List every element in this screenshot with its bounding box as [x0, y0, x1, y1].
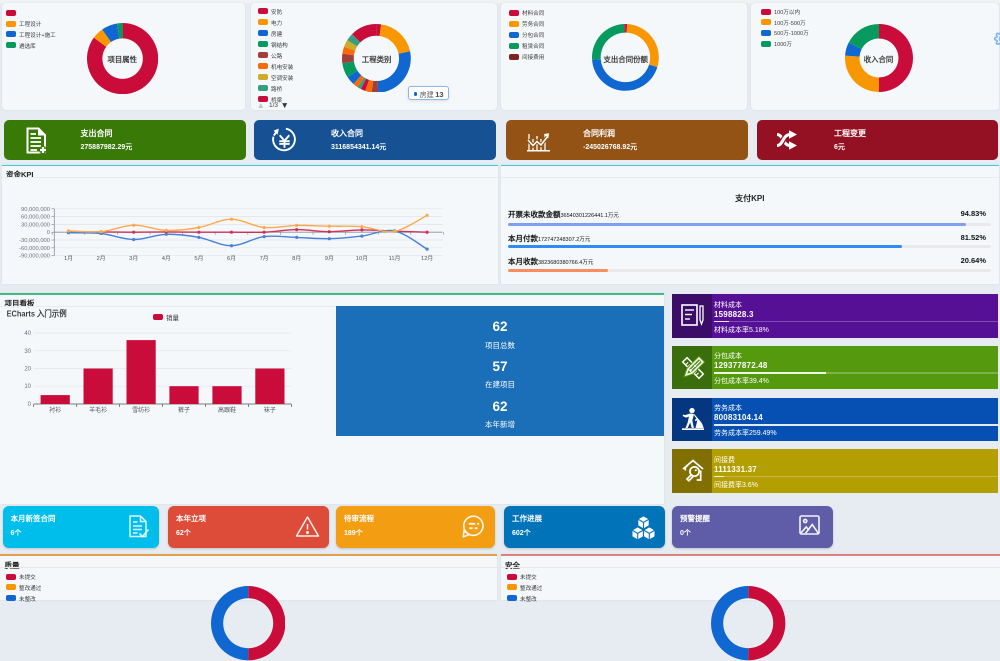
svg-text:-60,000,000: -60,000,000 [19, 246, 50, 252]
svg-text:8月: 8月 [292, 255, 301, 262]
svg-text:9月: 9月 [324, 255, 333, 262]
svg-text:2月: 2月 [96, 255, 105, 262]
svg-text:ECharts 入门示例: ECharts 入门示例 [7, 308, 67, 318]
svg-text:袜子: 袜子 [264, 406, 276, 414]
svg-text:20: 20 [24, 367, 31, 373]
svg-text:-30,000,000: -30,000,000 [19, 238, 50, 244]
svg-text:30,000,000: 30,000,000 [20, 222, 49, 228]
svg-text:30: 30 [24, 349, 31, 355]
svg-text:3月: 3月 [129, 255, 138, 262]
svg-text:羊毛衫: 羊毛衫 [89, 406, 107, 414]
svg-text:5月: 5月 [194, 255, 203, 262]
svg-text:雪纺衫: 雪纺衫 [132, 406, 150, 414]
svg-text:衬衫: 衬衫 [49, 406, 61, 414]
svg-text:高跟鞋: 高跟鞋 [218, 406, 236, 414]
svg-text:10: 10 [24, 384, 31, 390]
svg-text:0: 0 [28, 402, 32, 408]
svg-text:12月: 12月 [420, 255, 432, 262]
svg-text:1月: 1月 [63, 255, 72, 262]
svg-text:裤子: 裤子 [178, 406, 190, 414]
svg-text:6月: 6月 [226, 255, 235, 262]
svg-text:0: 0 [46, 230, 49, 236]
svg-text:40: 40 [24, 331, 31, 337]
svg-text:11月: 11月 [388, 255, 400, 262]
svg-text:销量: 销量 [166, 313, 180, 322]
svg-text:-90,000,000: -90,000,000 [19, 254, 50, 260]
svg-text:90,000,000: 90,000,000 [20, 207, 49, 213]
svg-text:10月: 10月 [355, 255, 367, 262]
svg-text:4月: 4月 [161, 255, 170, 262]
svg-text:7月: 7月 [259, 255, 268, 262]
svg-text:60,000,000: 60,000,000 [20, 215, 49, 221]
